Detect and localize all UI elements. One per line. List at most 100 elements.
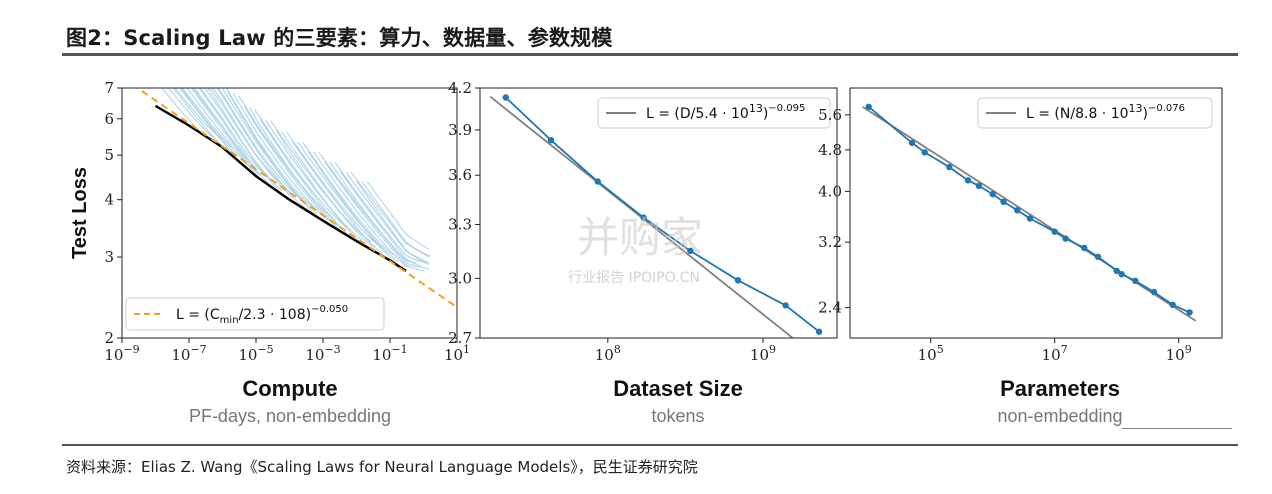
top-rule bbox=[62, 53, 1238, 56]
learning-curve bbox=[297, 141, 399, 263]
learning-curve bbox=[248, 107, 341, 228]
x-tick-label: 109 bbox=[750, 343, 776, 364]
y-tick-label: 4.0 bbox=[818, 182, 842, 200]
x-tick-label: 105 bbox=[918, 343, 944, 364]
compute-frontier bbox=[154, 104, 407, 272]
learning-curve bbox=[302, 142, 394, 256]
x-tick-label: 109 bbox=[1166, 343, 1192, 364]
data-point bbox=[921, 149, 928, 156]
learning-curve bbox=[313, 151, 410, 268]
learning-curve bbox=[194, 88, 260, 176]
bottom-rule bbox=[62, 444, 1238, 446]
learning-curve bbox=[329, 161, 421, 268]
learning-curve bbox=[318, 152, 417, 264]
legend: L = (Cmin/2.3 · 108)−0.050 bbox=[125, 297, 385, 331]
learning-curve bbox=[259, 118, 356, 241]
data-point bbox=[989, 191, 996, 198]
axes-frame bbox=[121, 87, 458, 339]
y-tick-label: 5.6 bbox=[818, 106, 842, 124]
data-point bbox=[640, 214, 647, 221]
data-point bbox=[1113, 267, 1120, 275]
y-tick-label: 5 bbox=[104, 146, 114, 164]
learning-curve bbox=[203, 88, 283, 191]
legend-box bbox=[977, 97, 1213, 129]
learning-curve bbox=[217, 88, 303, 201]
plot-area bbox=[489, 94, 823, 338]
learning-curve bbox=[307, 151, 401, 268]
y-tick-label: 3 bbox=[104, 248, 114, 266]
data-point bbox=[687, 247, 694, 254]
data-line bbox=[868, 106, 1190, 314]
fit-line bbox=[862, 106, 1197, 322]
data-point bbox=[975, 182, 983, 189]
learning-curve bbox=[221, 88, 318, 214]
watermark-main: 并购家 bbox=[577, 213, 703, 262]
data-point bbox=[1062, 235, 1069, 242]
legend: L = (N/8.8 · 1013)−0.076 bbox=[977, 97, 1213, 129]
learning-curve bbox=[323, 161, 425, 272]
data-point bbox=[1118, 271, 1125, 278]
learning-curve bbox=[178, 88, 238, 157]
learning-curve bbox=[280, 130, 374, 248]
chart-panel-2: 108 109 2.7 3.0 3.3 3.6 3.9 4.2 Dataset Size toke… bbox=[448, 79, 838, 426]
watermark-sub: 行业报告 IPOIPO.CN bbox=[568, 270, 700, 286]
x-axis-label: Compute bbox=[242, 376, 337, 401]
learning-curve bbox=[206, 88, 287, 198]
chart-panel-1: 10−9 10−7 10−5 10−3 10−1 101 2 3 4 5 6 7 Compute PF-d… bbox=[69, 79, 470, 426]
legend-label: L = (Cmin/2.3 · 108)−0.050 bbox=[176, 304, 348, 326]
data-point bbox=[1081, 244, 1088, 252]
data-line bbox=[505, 96, 820, 333]
learning-curve bbox=[181, 88, 233, 149]
learning-curve bbox=[238, 95, 337, 221]
data-point bbox=[1186, 309, 1193, 316]
data-point bbox=[1014, 207, 1021, 214]
plot-area bbox=[862, 103, 1197, 322]
learning-curve bbox=[168, 88, 214, 138]
y-tick-label: 4 bbox=[104, 191, 114, 209]
thin-rule bbox=[1122, 428, 1232, 429]
data-point bbox=[1169, 301, 1176, 308]
x-axis-label: Dataset Size bbox=[613, 376, 743, 401]
learning-curve bbox=[198, 88, 276, 191]
x-axis-sublabel: tokens bbox=[651, 406, 704, 426]
y-tick-label: 2 bbox=[104, 329, 114, 347]
learning-curve bbox=[291, 141, 390, 261]
learning-curve bbox=[216, 88, 310, 213]
y-tick-label: 3.9 bbox=[448, 121, 472, 139]
fit-line bbox=[489, 95, 795, 338]
x-tick-label: 10−9 bbox=[104, 343, 139, 364]
data-point bbox=[1026, 215, 1034, 222]
learning-curve bbox=[225, 88, 314, 208]
learning-curve bbox=[366, 181, 430, 250]
learning-curve bbox=[192, 88, 256, 169]
learning-curve bbox=[199, 88, 267, 177]
learning-curve bbox=[339, 171, 430, 271]
x-axis-sublabel: non-embedding bbox=[997, 406, 1122, 426]
data-point bbox=[1000, 198, 1007, 205]
data-point bbox=[1094, 253, 1102, 260]
y-tick-label: 6 bbox=[104, 110, 114, 128]
figure-title: 图2：Scaling Law 的三要素：算力、数据量、参数规模 bbox=[66, 26, 613, 50]
learning-curve bbox=[270, 120, 372, 243]
learning-curve bbox=[275, 130, 367, 248]
legend-box bbox=[125, 297, 385, 331]
x-tick-label: 10−3 bbox=[305, 343, 340, 364]
x-tick-label: 107 bbox=[1042, 343, 1068, 364]
data-point bbox=[734, 277, 742, 284]
legend-box bbox=[597, 97, 831, 129]
y-tick-label: 3.2 bbox=[818, 233, 842, 251]
x-axis-sublabel: PF-days, non-embedding bbox=[189, 406, 391, 426]
chart-panel-3: 105 107 109 2.4 3.2 4.0 4.8 5.6 Parameters non-em… bbox=[818, 87, 1223, 426]
learning-curve bbox=[174, 88, 222, 140]
learning-curve bbox=[186, 88, 249, 167]
learning-curve bbox=[334, 161, 428, 264]
data-point bbox=[1150, 288, 1158, 296]
learning-curve bbox=[190, 88, 265, 183]
learning-curve bbox=[227, 91, 321, 220]
axes-frame bbox=[849, 87, 1223, 339]
legend-label: L = (N/8.8 · 1013)−0.076 bbox=[1026, 102, 1185, 122]
learning-curve bbox=[264, 119, 363, 241]
y-tick-label: 3.6 bbox=[448, 166, 472, 184]
data-point bbox=[547, 137, 555, 144]
